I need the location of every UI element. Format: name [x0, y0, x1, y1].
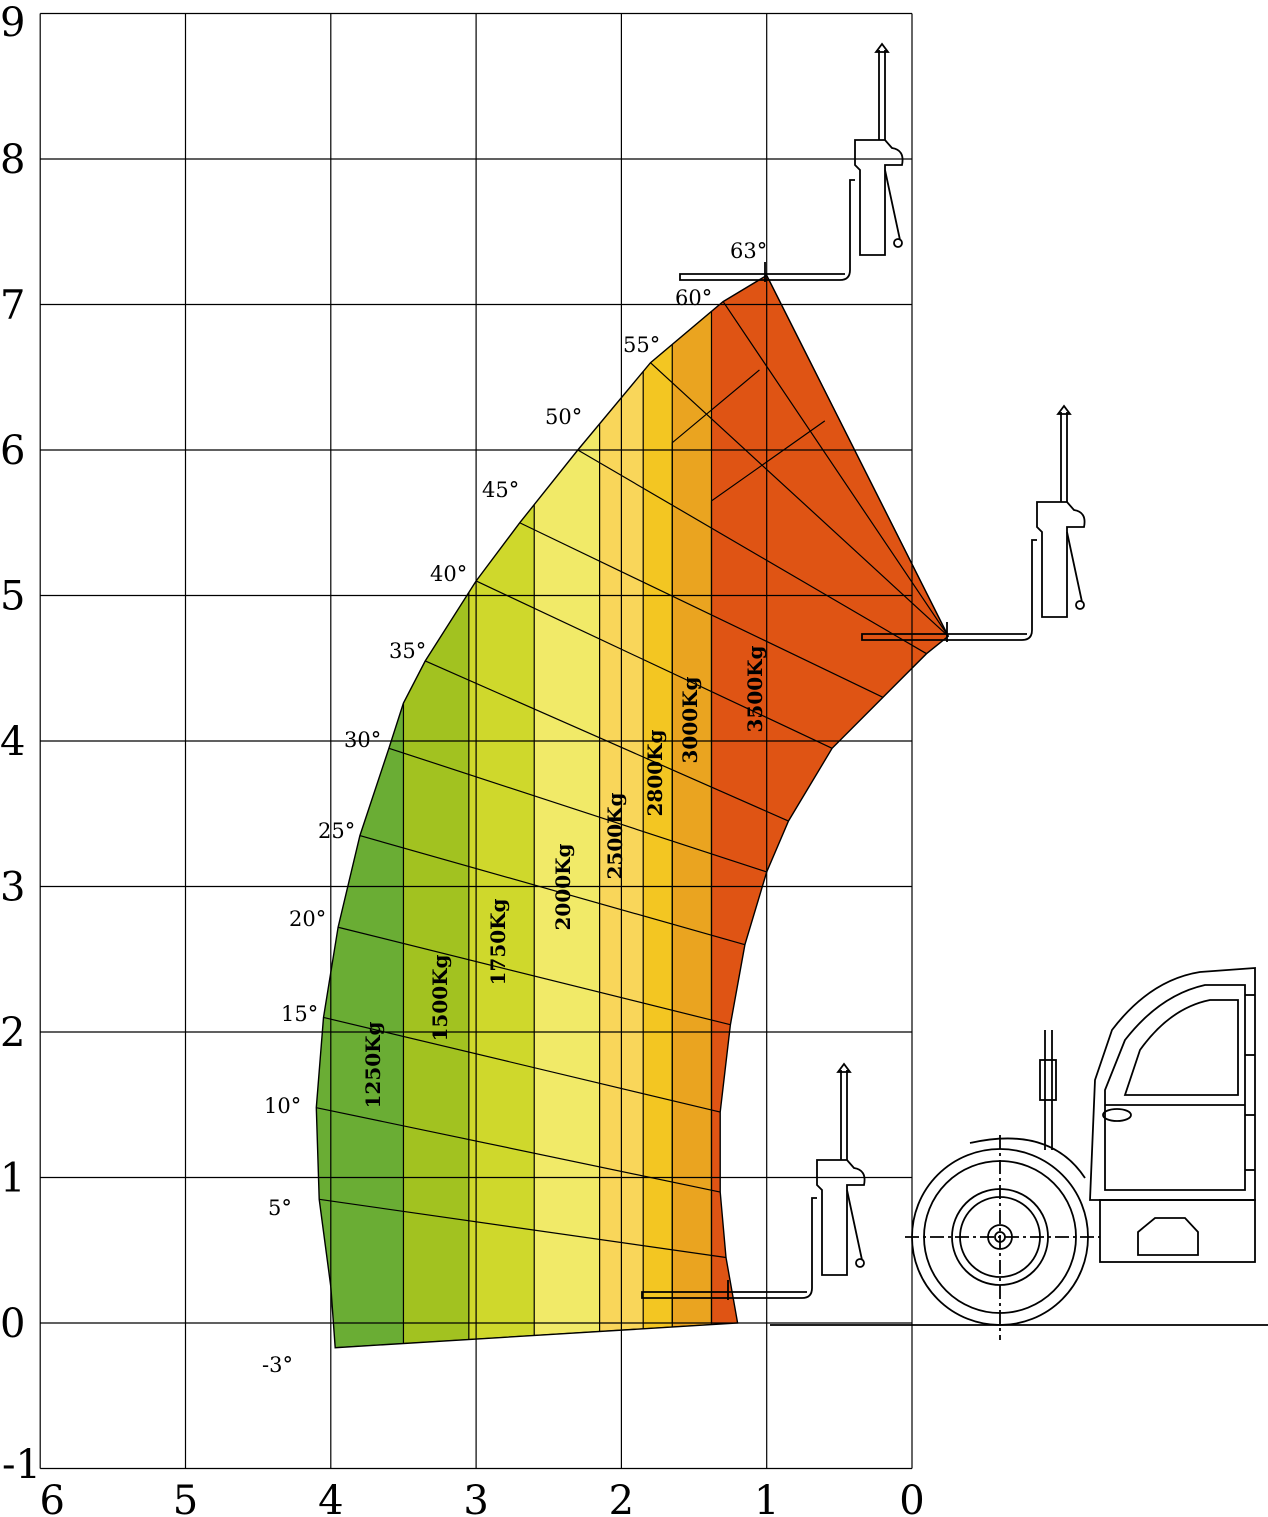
- y-tick-4: 4: [0, 719, 25, 765]
- angle-label-35: 35°: [389, 639, 426, 663]
- angle-label-55: 55°: [623, 333, 660, 357]
- fork-carriage-low: [641, 1062, 866, 1300]
- y-tick-0: 0: [0, 1301, 25, 1347]
- angle-label-40: 40°: [430, 562, 467, 586]
- load-label-8: 3500Kg: [743, 645, 767, 732]
- x-tick-0: 0: [899, 1478, 924, 1517]
- load-zone-3: [468, 275, 535, 1348]
- load-labels: 1250Kg 1500Kg 1750Kg 2000Kg 2500Kg 2800Kg 3000…: [361, 645, 767, 1108]
- y-tick-7: 7: [0, 283, 25, 329]
- load-zone-1: [316, 275, 404, 1348]
- y-tick-5: 5: [0, 574, 25, 620]
- load-zone-6: [643, 275, 673, 1348]
- y-tick-6: 6: [0, 428, 25, 474]
- angle-label-5: 5°: [268, 1196, 292, 1220]
- boom-line-1: [319, 1198, 727, 1259]
- fork-carriage-top: [679, 42, 904, 282]
- boom-line-8: [475, 580, 833, 749]
- x-tick-6: 6: [39, 1478, 64, 1517]
- load-label-2: 1500Kg: [428, 954, 452, 1041]
- load-label-4: 2000Kg: [551, 843, 575, 930]
- wheel: [905, 1135, 1100, 1340]
- load-zone-2: [403, 275, 469, 1348]
- envelope-tip-edge: [766, 275, 949, 637]
- y-tick-1: 1: [0, 1156, 25, 1202]
- angle-label-20: 20°: [289, 907, 326, 931]
- y-tick-8: 8: [0, 137, 25, 183]
- load-label-1: 1250Kg: [361, 1021, 385, 1108]
- angle-label--3: -3°: [262, 1353, 293, 1377]
- angle-label-25: 25°: [318, 819, 355, 843]
- angle-label-60: 60°: [675, 286, 712, 310]
- load-label-5: 2500Kg: [603, 792, 627, 879]
- x-tick-3: 3: [463, 1478, 488, 1517]
- boom-angle-labels: -3° 5° 10° 15° 20° 25° 30° 35° 40° 45° 50° 55° 60° 63…: [262, 239, 767, 1377]
- x-axis-ticks: 6 5 4 3 2 1 0: [39, 1478, 924, 1517]
- angle-label-15: 15°: [281, 1002, 318, 1026]
- y-axis-ticks: 9 8 7 6 5 4 3 2 1 0 -1: [0, 0, 41, 1488]
- load-zone-7: [672, 275, 712, 1348]
- boom-line-12: [722, 301, 949, 637]
- angle-label-10: 10°: [264, 1094, 301, 1118]
- angle-label-45: 45°: [482, 478, 519, 502]
- load-label-3: 1750Kg: [486, 898, 510, 985]
- envelope-path: [315, 274, 950, 1349]
- load-label-7: 3000Kg: [678, 676, 702, 763]
- y-tick--1: -1: [2, 1442, 41, 1488]
- mast: [1039, 1030, 1057, 1150]
- cab: [1089, 967, 1256, 1263]
- angle-label-63: 63°: [730, 239, 767, 263]
- x-tick-2: 2: [609, 1478, 634, 1517]
- step-line-0: [671, 369, 760, 1323]
- step-line-1: [710, 420, 826, 1323]
- y-tick-2: 2: [0, 1010, 25, 1056]
- telehandler-illustration: [770, 967, 1268, 1340]
- angle-label-30: 30°: [344, 728, 381, 752]
- load-zone-8: [711, 275, 949, 1348]
- boom-line-11: [650, 362, 949, 637]
- x-tick-1: 1: [754, 1478, 779, 1517]
- boom-line-9: [519, 522, 884, 698]
- angle-label-50: 50°: [545, 405, 582, 429]
- y-tick-3: 3: [0, 865, 25, 911]
- y-tick-9: 9: [0, 0, 25, 46]
- boom-line-3: [323, 1016, 721, 1113]
- x-tick-4: 4: [318, 1478, 343, 1517]
- boom-line-10: [577, 449, 927, 655]
- load-label-6: 2800Kg: [643, 729, 667, 816]
- grid: [39, 12, 913, 1470]
- boom-line-6: [388, 747, 767, 873]
- fork-carriage-mid: [861, 404, 1086, 642]
- envelope-outline: [315, 274, 950, 1349]
- load-zone-4: [534, 275, 600, 1348]
- boom-line-5: [359, 834, 746, 946]
- x-tick-5: 5: [173, 1478, 198, 1517]
